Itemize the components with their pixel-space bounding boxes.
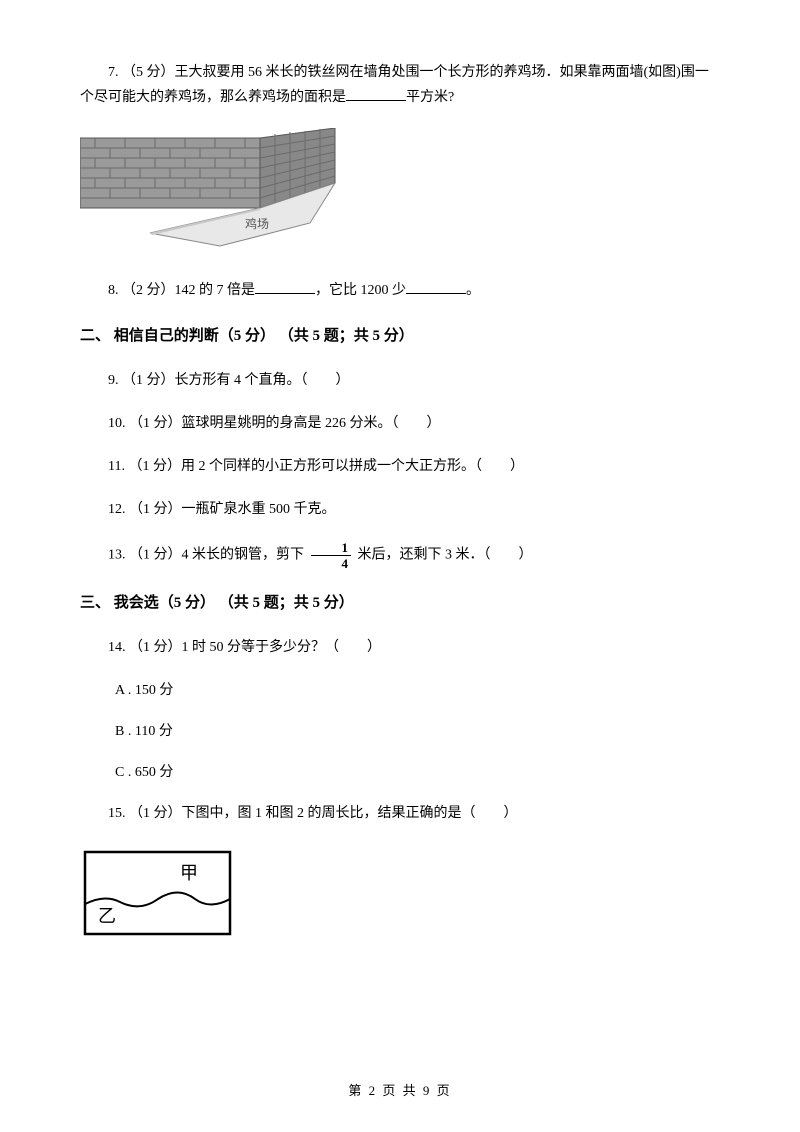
q7-text-b: 平方米? — [406, 90, 454, 105]
fig15-label-jia: 甲 — [180, 863, 198, 883]
wall-svg: 鸡场 — [80, 128, 340, 248]
q8-text-b: ，它比 1200 少 — [315, 283, 406, 298]
page-footer: 第 2 页 共 9 页 — [0, 1079, 800, 1102]
question-13: 13. （1 分）4 米长的钢管，剪下 14 米后，还剩下 3 米．（ ） — [80, 541, 720, 570]
question-11: 11. （1 分）用 2 个同样的小正方形可以拼成一个大正方形。（ ） — [80, 454, 720, 479]
fig15-label-yi: 乙 — [98, 906, 116, 926]
figure-15: 甲 乙 — [80, 844, 720, 953]
fig15-svg: 甲 乙 — [80, 844, 240, 944]
q8-blank-1[interactable] — [255, 280, 315, 294]
question-8: 8. （2 分）142 的 7 倍是 ，它比 1200 少 。 — [80, 278, 720, 303]
q14-option-a[interactable]: A . 150 分 — [115, 678, 720, 703]
wall-figure: 鸡场 — [80, 128, 720, 257]
section-3-title: 三、 我会选（5 分） （共 5 题；共 5 分） — [80, 590, 720, 617]
question-15: 15. （1 分）下图中，图 1 和图 2 的周长比，结果正确的是（ ） — [80, 801, 720, 826]
q13-fraction: 14 — [311, 541, 352, 570]
q14-option-b[interactable]: B . 110 分 — [115, 719, 720, 744]
question-14: 14. （1 分）1 时 50 分等于多少分？（ ） — [80, 635, 720, 660]
q13-frac-num: 1 — [311, 541, 352, 556]
q13-text-a: 13. （1 分）4 米长的钢管，剪下 — [108, 547, 308, 562]
section-2-title: 二、 相信自己的判断（5 分） （共 5 题；共 5 分） — [80, 323, 720, 350]
q8-text-a: 8. （2 分）142 的 7 倍是 — [108, 283, 255, 298]
q13-text-b: 米后，还剩下 3 米．（ ） — [354, 547, 533, 562]
q7-blank[interactable] — [346, 87, 406, 101]
q14-option-c[interactable]: C . 650 分 — [115, 760, 720, 785]
q8-blank-2[interactable] — [406, 280, 466, 294]
q13-frac-den: 4 — [311, 556, 352, 570]
question-9: 9. （1 分）长方形有 4 个直角。（ ） — [80, 368, 720, 393]
question-7: 7. （5 分）王大叔要用 56 米长的铁丝网在墙角处围一个长方形的养鸡场．如果… — [80, 60, 720, 110]
question-12: 12. （1 分）一瓶矿泉水重 500 千克。 — [80, 497, 720, 522]
wall-label: 鸡场 — [245, 216, 269, 231]
question-10: 10. （1 分）篮球明星姚明的身高是 226 分米。（ ） — [80, 411, 720, 436]
q8-text-c: 。 — [466, 283, 480, 298]
